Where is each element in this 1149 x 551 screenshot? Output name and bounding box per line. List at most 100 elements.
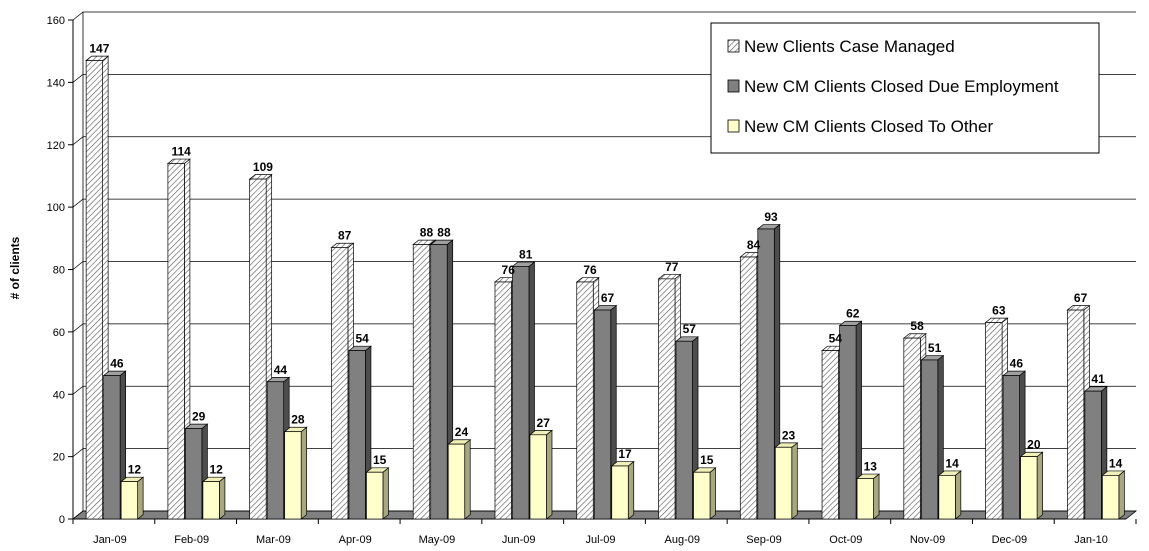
data-label: 28 [291, 413, 305, 427]
bar-side [873, 473, 880, 520]
bar [266, 381, 285, 520]
bar [366, 471, 384, 520]
legend-swatch [727, 119, 740, 133]
y-tick-label: 140 [47, 77, 65, 89]
bar [512, 266, 530, 520]
y-tick-label: 120 [47, 140, 65, 152]
bar [856, 478, 874, 520]
bar [576, 281, 594, 520]
bar [739, 256, 758, 520]
bar-side [382, 467, 389, 520]
bar [249, 178, 267, 520]
bar [85, 60, 103, 520]
data-label: 81 [519, 247, 533, 261]
legend-entry: New CM Clients Closed To Other [744, 117, 993, 136]
x-tick-label: Jul-09 [586, 534, 616, 546]
bar [430, 244, 448, 520]
data-label: 77 [665, 260, 679, 274]
data-label: 88 [437, 226, 451, 240]
x-tick-label: Aug-09 [665, 534, 700, 546]
bar [447, 443, 466, 520]
bar [348, 350, 366, 520]
data-label: 147 [89, 42, 109, 56]
x-tick-label: Sep-09 [746, 534, 781, 546]
bar [920, 359, 939, 520]
bar-side [300, 426, 308, 520]
data-label: 15 [373, 453, 387, 467]
bar-side [464, 439, 471, 520]
y-tick-label: 100 [47, 202, 65, 214]
x-tick-label: Feb-09 [174, 534, 209, 546]
bars [85, 55, 1126, 520]
bar-side [137, 476, 144, 520]
data-label: 27 [537, 416, 551, 430]
gridline [72, 261, 1136, 270]
bar [821, 350, 839, 520]
data-label: 44 [274, 363, 288, 377]
data-label: 17 [618, 447, 632, 461]
bar [185, 428, 203, 520]
x-tick-label: May-09 [419, 534, 456, 546]
bar [985, 322, 1003, 520]
x-tick-label: Oct-09 [829, 534, 862, 546]
y-tick-label: 40 [53, 389, 65, 401]
bar [611, 465, 629, 520]
legend-box [710, 22, 1100, 154]
data-label: 20 [1027, 438, 1041, 452]
data-label: 12 [209, 463, 223, 477]
data-label: 57 [683, 322, 697, 336]
bar [1084, 390, 1102, 520]
x-tick-label: Jan-09 [93, 534, 127, 546]
bar [675, 340, 693, 520]
bar-side [219, 476, 226, 520]
bar [1102, 474, 1120, 520]
x-tick-label: Jun-09 [502, 534, 536, 546]
data-label: 54 [356, 332, 370, 346]
y-axis-label: # of clients [8, 236, 22, 299]
data-label: 76 [502, 263, 516, 277]
x-tick-label: Jan-10 [1074, 534, 1108, 546]
bar [412, 244, 431, 520]
bar [331, 247, 349, 520]
bar [1020, 456, 1038, 520]
data-label: 67 [601, 291, 615, 305]
bar [693, 471, 711, 520]
bar-side [1118, 470, 1125, 520]
data-label: 76 [583, 263, 597, 277]
bar [903, 337, 921, 520]
bar-side [1036, 451, 1043, 520]
data-label: 58 [910, 319, 924, 333]
bar [1002, 375, 1020, 520]
bar [658, 278, 676, 520]
bar-side [627, 460, 635, 520]
data-label: 63 [992, 304, 1006, 318]
data-label: 14 [1109, 456, 1123, 470]
data-label: 54 [829, 332, 843, 346]
data-label: 12 [128, 463, 142, 477]
bar [757, 228, 775, 520]
data-label: 14 [945, 456, 959, 470]
data-label: 23 [782, 428, 796, 442]
legend-swatch [727, 79, 740, 93]
bar [938, 474, 956, 520]
data-label: 93 [764, 210, 778, 224]
data-label: 15 [700, 453, 714, 467]
data-label: 13 [864, 459, 878, 473]
bar-side [954, 470, 962, 520]
bar [839, 325, 857, 520]
legend: New Clients Case Managed New CM Clients C… [710, 22, 1100, 154]
data-label: 46 [1010, 357, 1024, 371]
bar [167, 163, 185, 520]
data-label: 29 [192, 410, 206, 424]
x-tick-label: Dec-09 [992, 534, 1027, 546]
bar [529, 434, 547, 520]
bar [593, 309, 612, 520]
data-label: 87 [338, 229, 352, 243]
legend-swatch [727, 39, 740, 53]
bar [284, 431, 302, 520]
bar [120, 481, 138, 520]
data-label: 41 [1091, 372, 1105, 386]
axes: 0 20 40 60 80 100 120 140 160 Jan-09 Feb-09 Mar-09 A… [47, 12, 1137, 546]
